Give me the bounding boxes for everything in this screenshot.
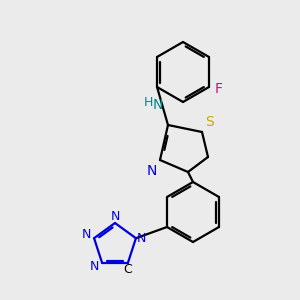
Text: N: N	[137, 232, 147, 245]
Text: N: N	[152, 98, 163, 112]
Text: N: N	[110, 211, 120, 224]
Text: N: N	[81, 228, 91, 241]
Text: N: N	[147, 164, 157, 178]
Text: H: H	[144, 95, 153, 109]
Text: S: S	[205, 115, 214, 129]
Text: F: F	[215, 82, 223, 96]
Text: N: N	[89, 260, 99, 273]
Text: C: C	[124, 263, 132, 276]
